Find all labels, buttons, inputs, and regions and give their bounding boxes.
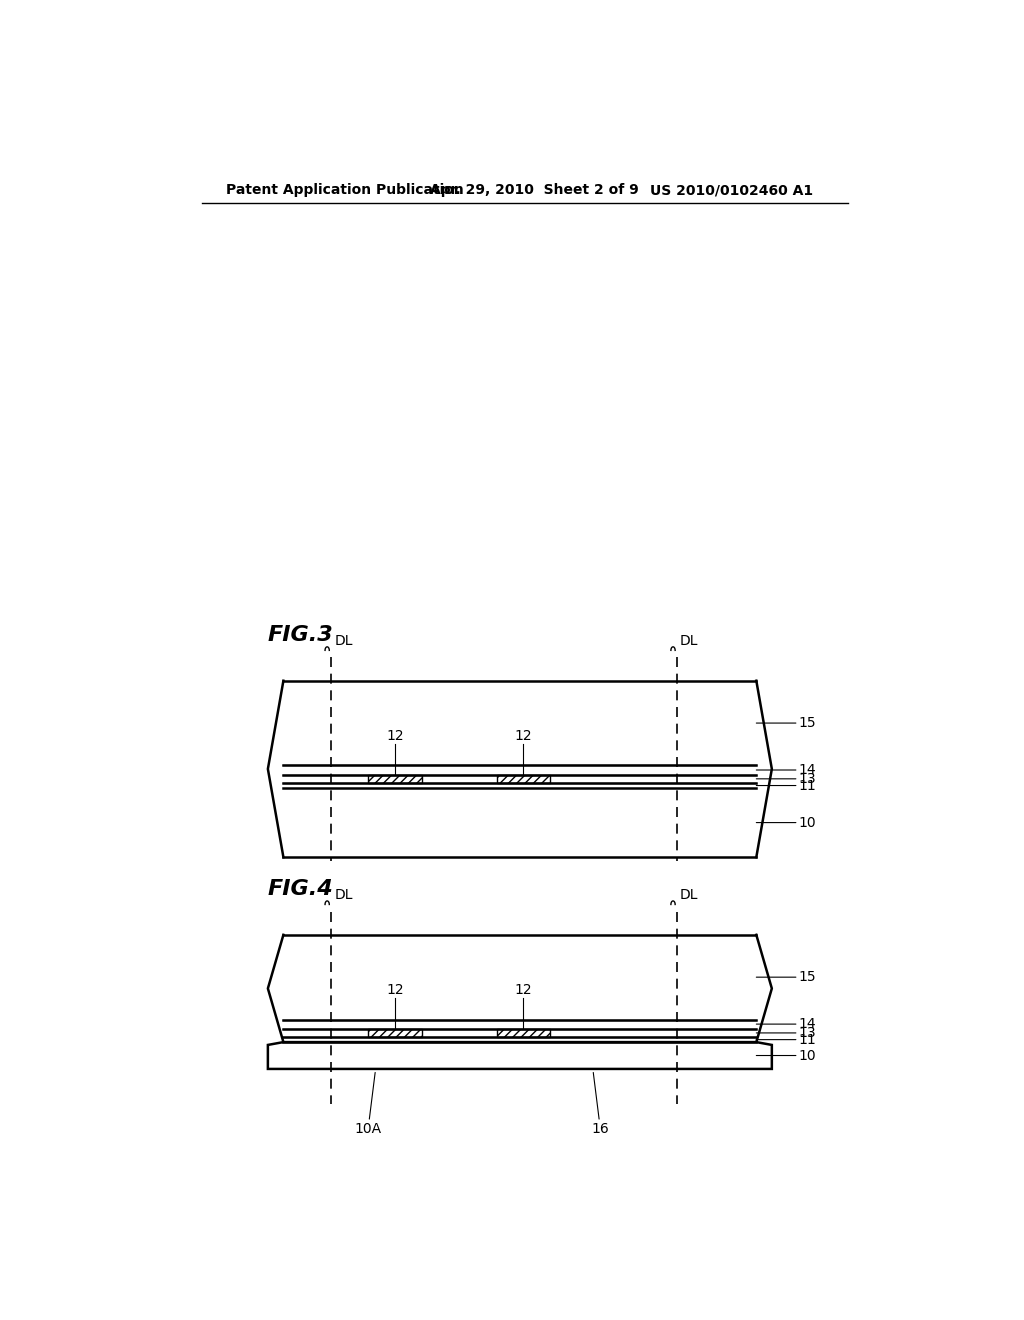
Bar (497, 1028, 550, 1038)
Text: FIG.3: FIG.3 (268, 624, 334, 645)
Text: 16: 16 (592, 1072, 609, 1137)
Text: DL: DL (334, 888, 352, 903)
Text: US 2010/0102460 A1: US 2010/0102460 A1 (650, 183, 813, 197)
Text: FIG.4: FIG.4 (268, 879, 334, 899)
Text: 12: 12 (515, 983, 532, 997)
Text: 14: 14 (757, 763, 816, 777)
Text: 11: 11 (757, 1032, 816, 1047)
Text: 12: 12 (386, 983, 403, 997)
Text: DL: DL (680, 888, 698, 903)
Bar (497, 775, 550, 783)
Text: DL: DL (334, 634, 352, 648)
Text: 14: 14 (757, 1018, 816, 1031)
Text: Patent Application Publication: Patent Application Publication (225, 183, 463, 197)
Text: 11: 11 (757, 779, 816, 792)
Text: 10: 10 (757, 816, 816, 829)
Text: 15: 15 (757, 715, 816, 730)
Text: 12: 12 (386, 729, 403, 743)
Text: 10: 10 (757, 1048, 816, 1063)
Text: 13: 13 (757, 772, 816, 785)
Text: Apr. 29, 2010  Sheet 2 of 9: Apr. 29, 2010 Sheet 2 of 9 (430, 183, 639, 197)
Bar (368, 775, 422, 783)
Polygon shape (268, 1041, 772, 1069)
Text: 10A: 10A (354, 1072, 382, 1137)
Text: 12: 12 (515, 729, 532, 743)
Text: 15: 15 (757, 970, 816, 985)
Text: DL: DL (680, 634, 698, 648)
Bar (368, 1028, 422, 1038)
Text: 13: 13 (757, 1026, 816, 1040)
